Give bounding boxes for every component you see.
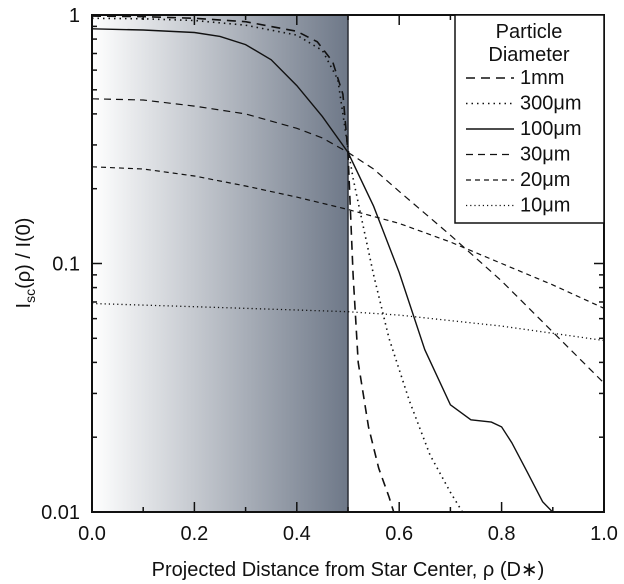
y-tick-label-0: 0.01	[41, 502, 80, 524]
x-tick-label-4: 0.8	[488, 523, 516, 545]
legend-box	[454, 14, 605, 224]
y-axis-label-rest: (ρ) / I(0)	[13, 218, 35, 289]
x-tick-label-3: 0.6	[385, 523, 413, 545]
x-tick-label-0: 0.0	[78, 523, 106, 545]
legend-label-3: 30μm	[520, 144, 570, 166]
series-line-3	[92, 98, 604, 384]
y-tick-label-1: 0.1	[52, 254, 80, 276]
legend-entries: 1mm 300μm 100μm 30μm 20μm 10μm	[466, 67, 582, 217]
series-line-1	[92, 17, 464, 512]
y-axis-label: Isc(ρ) / I(0)	[13, 218, 38, 309]
series-line-4	[92, 166, 604, 309]
y-axis-label-sub: sc	[22, 289, 38, 303]
x-axis-label: Projected Distance from Star Center, ρ (…	[152, 559, 545, 581]
series-line-0	[92, 15, 395, 512]
y-tick-label-2: 1	[69, 5, 80, 27]
stellar-disk-shading	[92, 15, 348, 512]
tick-labels: 0.0 0.2 0.4 0.6 0.8 1.0 0.01 0.1 1	[41, 5, 618, 545]
x-tick-label-5: 1.0	[590, 523, 618, 545]
series-line-2	[92, 28, 554, 512]
y-axis-label-main: I	[13, 303, 35, 309]
legend-label-1: 300μm	[520, 93, 582, 115]
legend-title-line-1: Particle	[496, 21, 563, 43]
legend: Particle Diameter 1mm300μm100μm30μm20μm1…	[454, 14, 605, 224]
series-layer	[92, 15, 604, 512]
legend-title-line-2: Diameter	[488, 44, 569, 66]
legend-label-2: 100μm	[520, 118, 582, 140]
x-tick-label-2: 0.4	[283, 523, 311, 545]
legend-label-4: 20μm	[520, 169, 570, 191]
legend-label-0: 1mm	[520, 67, 564, 89]
x-tick-label-1: 0.2	[180, 523, 208, 545]
legend-label-5: 10μm	[520, 195, 570, 217]
